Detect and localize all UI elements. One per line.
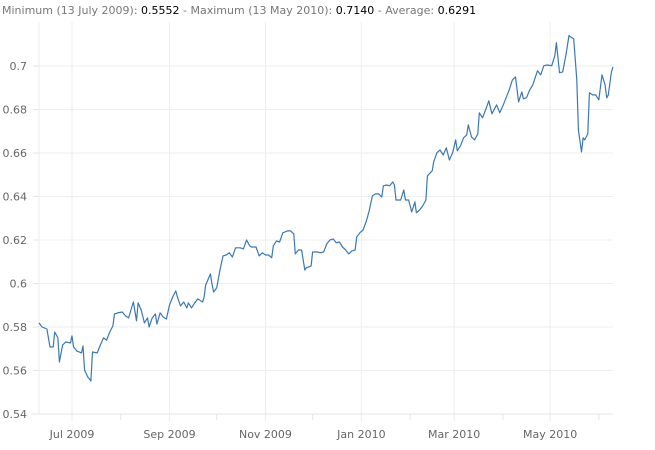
y-tick-label: 0.62 <box>3 234 28 247</box>
summary-stats: Minimum (13 July 2009): 0.5552 - Maximum… <box>2 4 476 17</box>
x-tick-label: Jul 2009 <box>49 428 95 441</box>
y-tick-label: 0.54 <box>3 408 28 421</box>
y-tick-label: 0.56 <box>3 365 28 378</box>
separator: - <box>374 4 386 17</box>
min-label: Minimum (13 July 2009): <box>2 4 138 17</box>
y-tick-label: 0.64 <box>3 191 28 204</box>
y-tick-label: 0.6 <box>10 278 28 291</box>
max-label: Maximum (13 May 2010): <box>190 4 333 17</box>
x-tick-label: Jan 2010 <box>336 428 385 441</box>
series-line <box>38 34 614 382</box>
x-tick-label: Nov 2009 <box>239 428 292 441</box>
x-tick-label: Mar 2010 <box>428 428 480 441</box>
x-tick-label: May 2010 <box>523 428 577 441</box>
avg-value: 0.6291 <box>437 4 477 17</box>
max-value: 0.7140 <box>335 4 375 17</box>
y-tick-label: 0.68 <box>3 104 28 117</box>
avg-label: Average: <box>385 4 435 17</box>
y-tick-label: 0.7 <box>10 60 28 73</box>
separator: - <box>179 4 191 17</box>
y-tick-label: 0.58 <box>3 321 28 334</box>
y-tick-label: 0.66 <box>3 147 28 160</box>
min-value: 0.5552 <box>141 4 180 17</box>
x-tick-label: Sep 2009 <box>143 428 195 441</box>
